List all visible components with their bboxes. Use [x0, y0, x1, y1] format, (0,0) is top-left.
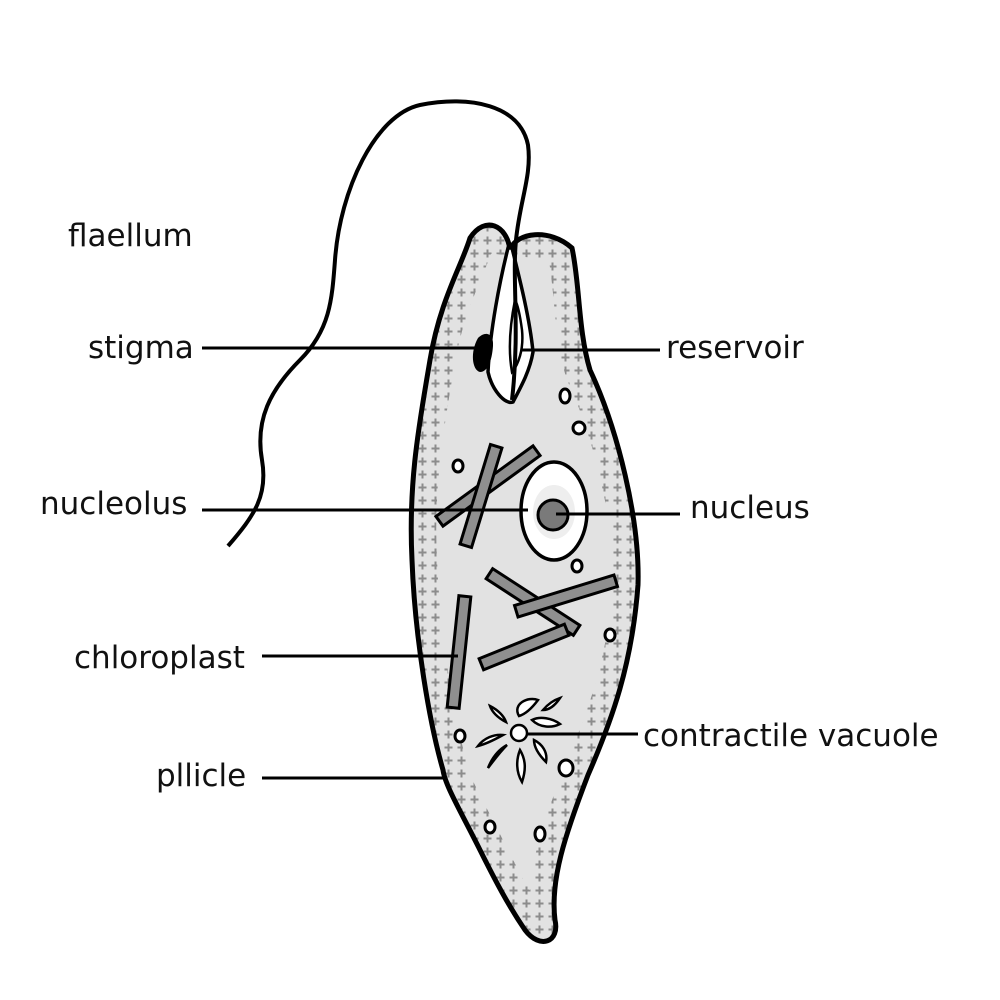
granule [571, 420, 587, 436]
granule [533, 825, 547, 843]
vacuole-petal [540, 695, 564, 712]
label-stigma: stigma [88, 330, 194, 366]
granule [558, 387, 572, 405]
vacuole-center [509, 723, 529, 743]
label-flagellum: flaellum [68, 218, 193, 254]
label-pellicle: pllicle [156, 758, 246, 794]
pellicle-outline [408, 222, 641, 944]
leader-lines [202, 346, 680, 780]
chloroplast [477, 622, 571, 672]
granule [453, 728, 467, 744]
vacuole-petal [487, 703, 509, 725]
vacuole-petal [516, 747, 526, 785]
vacuole-petal [474, 733, 508, 749]
granule [483, 819, 497, 835]
flagellum [226, 99, 531, 548]
granule [451, 458, 465, 474]
chloroplasts [433, 442, 620, 710]
vacuole-petal [532, 737, 548, 765]
chloroplast [512, 573, 620, 619]
granule [603, 627, 617, 643]
chloroplast [445, 594, 473, 710]
granules [451, 387, 617, 843]
vacuole-petal [529, 716, 563, 728]
vacuole-petal [486, 743, 508, 769]
label-chloroplast: chloroplast [74, 640, 245, 676]
vacuole-petal [516, 697, 540, 718]
label-nucleolus: nucleolus [40, 486, 187, 522]
granule [570, 558, 584, 574]
label-nucleus: nucleus [690, 490, 810, 526]
granule [557, 758, 575, 778]
label-reservoir: reservoir [666, 330, 804, 366]
stigma [472, 333, 494, 372]
contractile-vacuole [474, 695, 564, 785]
chloroplast [458, 442, 504, 550]
label-contractile-vacuole: contractile vacuole [643, 718, 939, 754]
